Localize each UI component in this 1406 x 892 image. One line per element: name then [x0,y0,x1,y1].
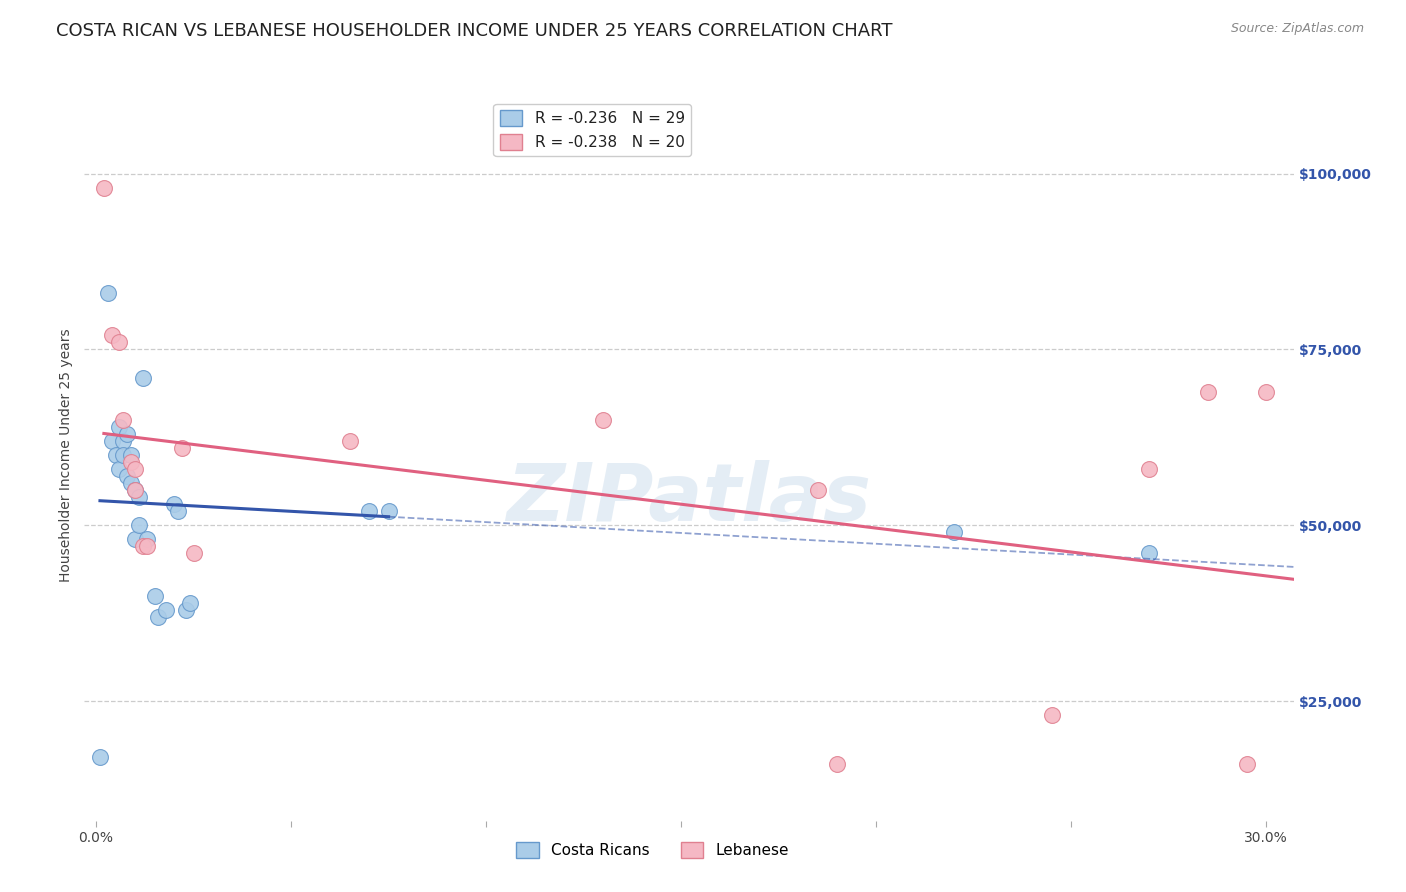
Point [155,602,177,616]
Point [943,525,966,540]
Point [1256,384,1278,399]
Point [167,504,190,518]
Point [117,469,139,483]
Point [1236,757,1258,772]
Point [124,483,146,497]
Point [135,533,157,547]
Point [124,462,146,476]
Point [128,490,150,504]
Point [112,434,135,448]
Text: Source: ZipAtlas.com: Source: ZipAtlas.com [1230,22,1364,36]
Point [120,476,142,491]
Point [359,504,381,518]
Point [108,462,131,476]
Point [143,589,166,603]
Point [97,286,120,301]
Point [120,448,142,462]
Point [117,426,139,441]
Point [163,497,186,511]
Point [100,434,122,448]
Point [89,750,111,764]
Point [104,448,127,462]
Legend: Costa Ricans, Lebanese: Costa Ricans, Lebanese [510,836,796,864]
Text: COSTA RICAN VS LEBANESE HOUSEHOLDER INCOME UNDER 25 YEARS CORRELATION CHART: COSTA RICAN VS LEBANESE HOUSEHOLDER INCO… [56,22,893,40]
Point [148,609,170,624]
Point [1197,384,1219,399]
Point [128,518,150,533]
Point [93,180,115,194]
Point [1137,546,1160,560]
Point [592,413,614,427]
Point [124,533,146,547]
Point [132,539,155,553]
Point [124,483,146,497]
Point [339,434,361,448]
Point [100,328,122,343]
Y-axis label: Householder Income Under 25 years: Householder Income Under 25 years [59,328,73,582]
Point [108,335,131,350]
Point [112,413,135,427]
Point [108,419,131,434]
Point [183,546,205,560]
Point [1040,708,1063,723]
Point [174,602,197,616]
Point [120,455,142,469]
Text: ZIPatlas: ZIPatlas [506,459,872,538]
Point [112,448,135,462]
Point [170,441,193,455]
Point [1137,462,1160,476]
Point [807,483,830,497]
Point [179,596,201,610]
Point [135,539,157,553]
Point [132,370,155,384]
Point [825,757,848,772]
Point [377,504,399,518]
